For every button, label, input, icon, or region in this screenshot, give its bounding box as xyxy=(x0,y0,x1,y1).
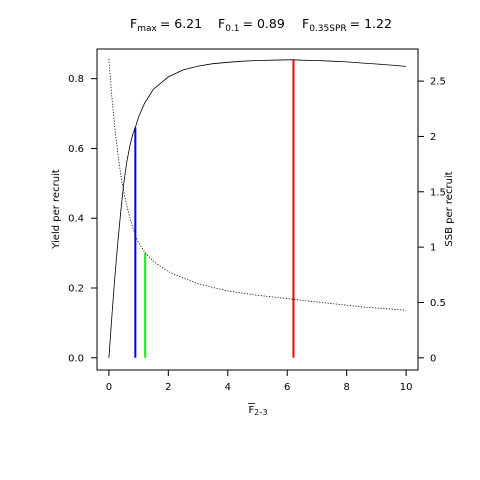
x-tick-label-2: 4 xyxy=(225,382,231,393)
x-axis-label: F2–3 xyxy=(248,405,267,417)
y-left-tick-label-1: 0.2 xyxy=(68,284,84,295)
y-left-tick-label-3: 0.6 xyxy=(68,144,84,155)
y-right-tick-label-4: 2 xyxy=(430,132,436,143)
title-fmax: Fmax = 6.21 xyxy=(130,16,202,34)
y-right-tick-label-3: 1.5 xyxy=(430,187,446,198)
y-axis-right-label: SSB per recruit xyxy=(444,171,455,246)
y-left-tick-label-2: 0.4 xyxy=(68,214,84,225)
y-axis-left: 0.0 0.2 0.4 0.6 0.8 xyxy=(68,74,98,364)
x-axis: 0 2 4 6 8 10 xyxy=(106,369,413,393)
y-right-tick-label-0: 0 xyxy=(430,353,436,364)
y-right-tick-label-2: 1 xyxy=(430,243,436,254)
y-axis-left-label: Yield per recruit xyxy=(51,169,62,250)
x-tick-label-5: 10 xyxy=(400,382,413,393)
x-tick-label-1: 2 xyxy=(165,382,171,393)
title-fspr: F0.35SPR = 1.22 xyxy=(302,16,392,34)
chart-title: Fmax = 6.21 F0.1 = 0.89 F0.35SPR = 1.22 xyxy=(130,16,392,34)
y-left-tick-label-4: 0.8 xyxy=(68,74,84,85)
title-f01: F0.1 = 0.89 xyxy=(218,16,285,34)
ssb-per-recruit-line xyxy=(108,58,407,311)
x-tick-label-4: 8 xyxy=(343,382,349,393)
y-axis-right: 0 0.5 1 1.5 2 2.5 xyxy=(417,77,446,364)
y-right-tick-label-5: 2.5 xyxy=(430,77,446,88)
y-right-tick-label-1: 0.5 xyxy=(430,298,446,309)
yield-per-recruit-line xyxy=(108,59,407,358)
series-group xyxy=(108,58,407,358)
reference-lines xyxy=(134,59,295,358)
x-tick-label-0: 0 xyxy=(106,382,112,393)
x-tick-label-3: 6 xyxy=(284,382,290,393)
y-left-tick-label-0: 0.0 xyxy=(68,353,84,364)
